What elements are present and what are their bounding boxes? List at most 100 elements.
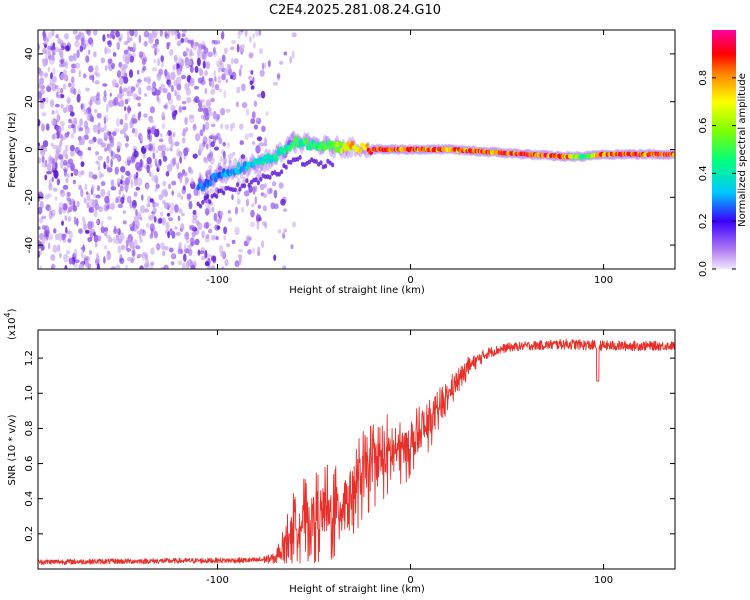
noise-speckle — [184, 147, 190, 153]
noise-speckle — [70, 165, 75, 172]
noise-speckle — [139, 238, 143, 243]
noise-speckle — [185, 126, 189, 133]
noise-speckle — [136, 165, 142, 172]
noise-speckle — [155, 176, 159, 185]
secondary-trace — [196, 201, 200, 207]
spectrogram-y-tick-label: -20 — [24, 189, 35, 205]
noise-speckle — [137, 177, 143, 186]
noise-speckle — [95, 72, 100, 78]
noise-speckle — [93, 51, 97, 58]
noise-speckle — [61, 124, 65, 132]
noise-speckle — [189, 168, 194, 175]
noise-speckle — [43, 44, 48, 48]
noise-speckle — [177, 32, 181, 40]
noise-speckle — [119, 179, 123, 185]
noise-speckle — [172, 64, 176, 71]
noise-speckle — [144, 93, 148, 97]
noise-speckle — [202, 60, 206, 69]
noise-speckle — [123, 49, 129, 55]
noise-speckle — [261, 62, 265, 70]
noise-speckle — [86, 191, 89, 195]
noise-speckle — [132, 199, 137, 209]
secondary-trace — [300, 161, 305, 167]
noise-speckle — [213, 70, 217, 79]
noise-speckle — [115, 197, 119, 204]
noise-speckle — [234, 206, 239, 215]
noise-speckle — [71, 82, 75, 89]
noise-speckle — [72, 126, 77, 134]
noise-speckle — [113, 225, 117, 234]
noise-speckle — [253, 100, 258, 107]
noise-speckle — [156, 73, 162, 78]
noise-speckle — [164, 69, 168, 77]
secondary-trace — [277, 171, 281, 177]
noise-speckle — [226, 243, 231, 248]
noise-speckle — [52, 75, 57, 83]
noise-speckle — [199, 50, 202, 54]
ridge-point — [304, 137, 309, 144]
noise-speckle — [216, 225, 221, 230]
noise-speckle — [153, 230, 158, 239]
noise-speckle — [87, 221, 93, 230]
noise-speckle — [143, 41, 149, 47]
noise-speckle — [106, 251, 112, 261]
noise-speckle — [182, 50, 187, 57]
noise-speckle — [62, 184, 69, 190]
colorbar-gradient — [712, 30, 736, 269]
noise-speckle — [94, 109, 98, 113]
noise-speckle — [244, 190, 250, 197]
noise-speckle — [151, 67, 158, 72]
noise-speckle — [203, 47, 209, 54]
noise-speckle — [89, 198, 94, 206]
noise-speckle — [174, 30, 180, 37]
noise-speckle — [176, 83, 182, 91]
noise-speckle — [45, 123, 50, 131]
noise-speckle — [257, 169, 262, 178]
noise-speckle — [190, 177, 194, 185]
noise-speckle — [154, 158, 158, 166]
noise-speckle — [126, 156, 131, 161]
noise-speckle — [248, 75, 253, 81]
noise-speckle — [48, 210, 53, 220]
noise-speckle — [106, 33, 110, 38]
noise-speckle — [174, 141, 180, 147]
noise-speckle — [54, 46, 60, 53]
noise-speckle — [46, 163, 52, 172]
noise-speckle — [250, 70, 254, 75]
noise-speckle — [231, 71, 237, 81]
noise-speckle — [180, 195, 184, 200]
noise-speckle — [234, 260, 240, 268]
noise-speckle — [219, 211, 224, 217]
noise-speckle — [264, 62, 267, 69]
noise-speckle — [181, 33, 186, 38]
secondary-trace — [222, 190, 226, 196]
noise-speckle — [80, 137, 85, 146]
noise-speckle — [116, 118, 121, 127]
noise-speckle — [137, 102, 141, 107]
noise-speckle — [156, 243, 161, 251]
noise-speckle — [98, 206, 104, 213]
noise-speckle — [137, 214, 140, 220]
noise-speckle — [225, 108, 231, 113]
noise-speckle — [152, 81, 157, 89]
noise-speckle — [70, 76, 75, 84]
noise-speckle — [52, 117, 57, 125]
noise-speckle — [125, 265, 128, 269]
noise-speckle — [187, 39, 192, 44]
noise-speckle — [80, 102, 86, 112]
ridge-point — [672, 152, 675, 157]
noise-speckle — [236, 198, 241, 205]
noise-speckle — [71, 256, 76, 265]
snr-frame — [37, 329, 676, 570]
snr-x-tick-label: 100 — [594, 575, 613, 586]
noise-speckle — [52, 132, 58, 139]
colorbar-tick-label: 0.2 — [698, 213, 709, 229]
noise-speckle — [115, 264, 121, 269]
noise-speckle — [95, 151, 99, 156]
noise-speckle — [89, 228, 96, 233]
noise-speckle — [277, 229, 282, 234]
noise-speckle — [113, 128, 120, 133]
noise-speckle — [181, 132, 186, 136]
noise-speckle — [57, 37, 62, 45]
noise-speckle — [119, 232, 125, 241]
